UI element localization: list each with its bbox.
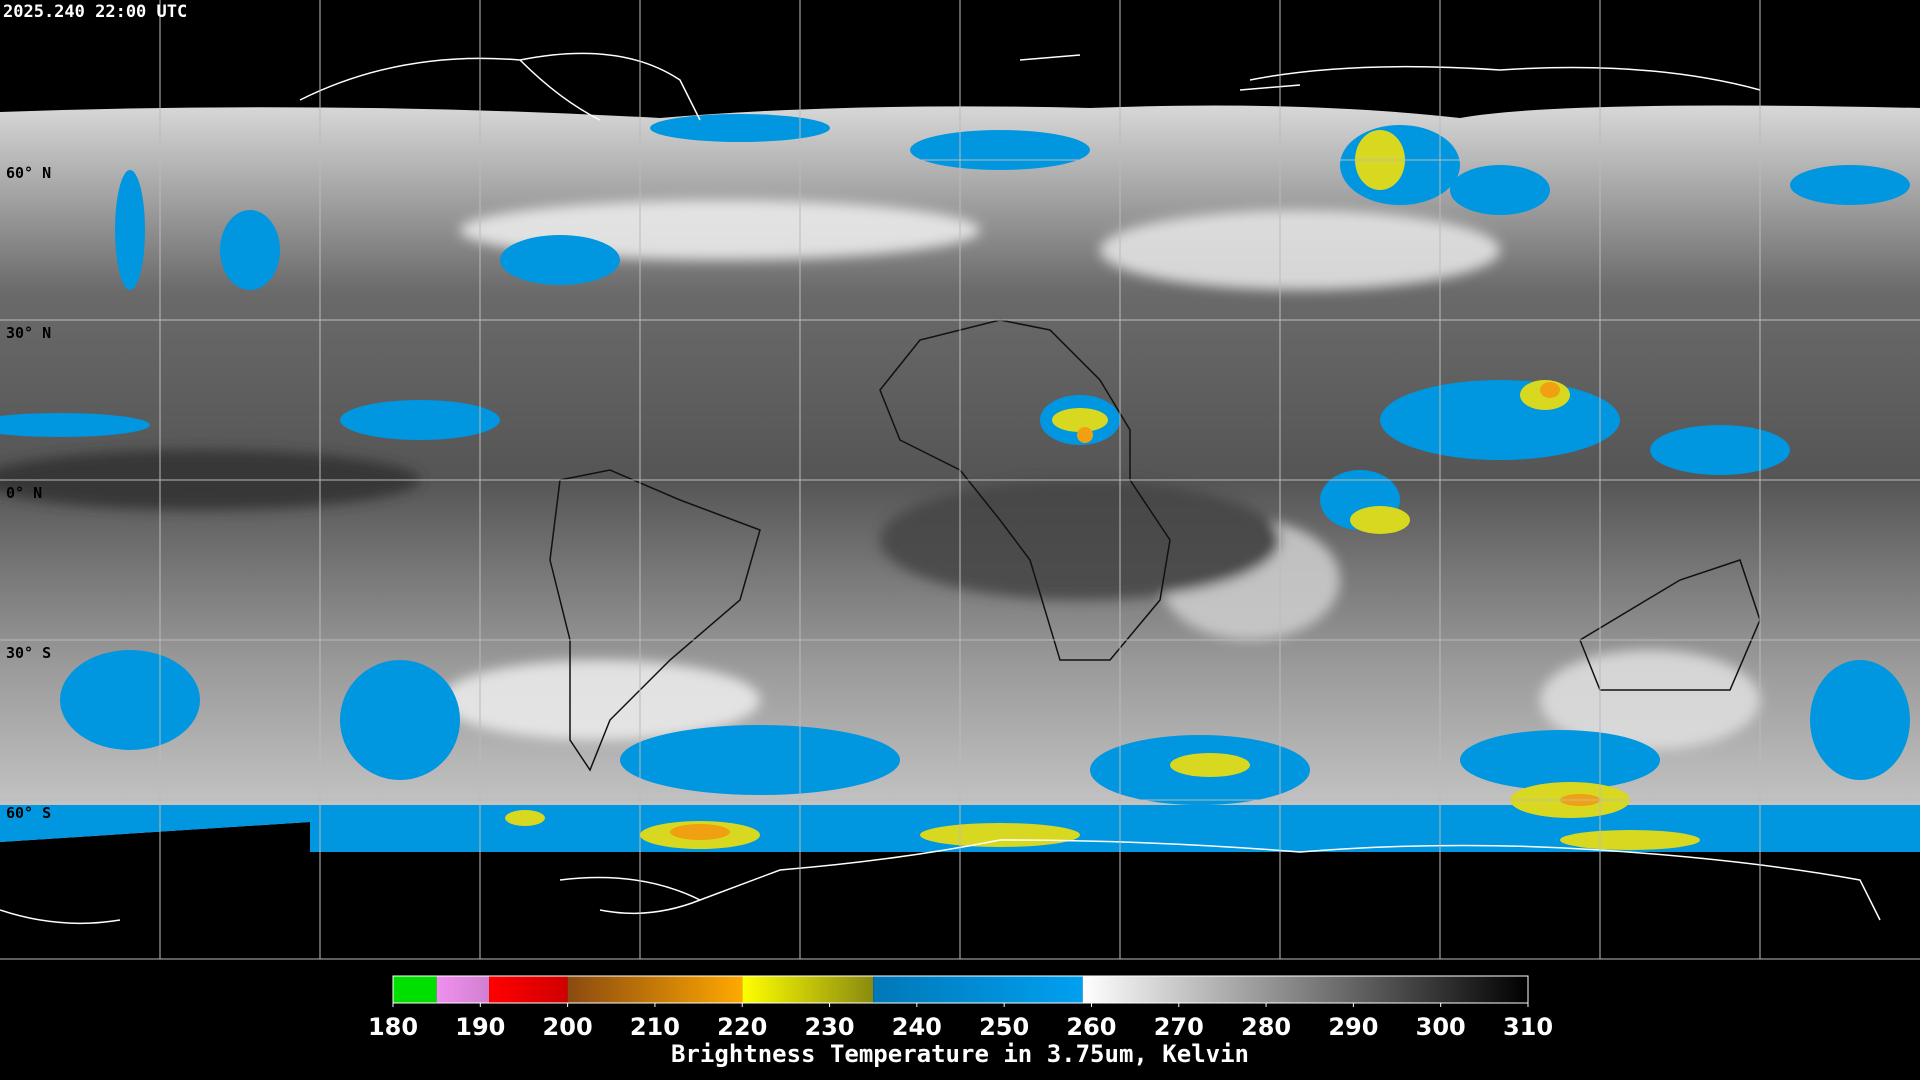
colorbar-tick-label: 280 xyxy=(1241,1013,1291,1041)
colorbar-segment xyxy=(567,976,743,1003)
graticule xyxy=(0,0,1920,960)
colorbar-title: Brightness Temperature in 3.75um, Kelvin xyxy=(671,1040,1249,1068)
colorbar-segment xyxy=(1082,976,1528,1003)
latitude-label: 30° N xyxy=(6,324,51,342)
colorbar-segment xyxy=(393,976,437,1003)
latitude-label: 0° N xyxy=(6,484,42,502)
timestamp: 2025.240 22:00 UTC xyxy=(3,2,187,22)
colorbar-tick-label: 260 xyxy=(1066,1013,1116,1041)
colorbar-tick-label: 270 xyxy=(1154,1013,1204,1041)
colorbar-tick-label: 180 xyxy=(368,1013,418,1041)
colorbar-segment xyxy=(742,976,874,1003)
latitude-label: 30° S xyxy=(6,644,51,662)
colorbar-tick-label: 230 xyxy=(804,1013,854,1041)
colorbar-tick-label: 300 xyxy=(1416,1013,1466,1041)
colorbar-tick-label: 310 xyxy=(1503,1013,1553,1041)
colorbar-frame xyxy=(392,975,1529,1004)
colorbar-segment xyxy=(489,976,568,1003)
colorbar-segment xyxy=(436,976,490,1003)
colorbar-tick-label: 220 xyxy=(717,1013,767,1041)
colorbar-tick-label: 200 xyxy=(543,1013,593,1041)
colorbar-tick-label: 190 xyxy=(455,1013,505,1041)
colorbar: 180 190 200 210 220 230 240 250 260 270 280 290 300 3… xyxy=(368,975,1553,1041)
colorbar-segment xyxy=(873,976,1083,1003)
colorbar-tick-label: 240 xyxy=(892,1013,942,1041)
colorbar-tick-label: 250 xyxy=(979,1013,1029,1041)
colorbar-tick-label: 290 xyxy=(1328,1013,1378,1041)
latitude-label: 60° N xyxy=(6,164,51,182)
latitude-label: 60° S xyxy=(6,804,51,822)
colorbar-tick-label: 210 xyxy=(630,1013,680,1041)
